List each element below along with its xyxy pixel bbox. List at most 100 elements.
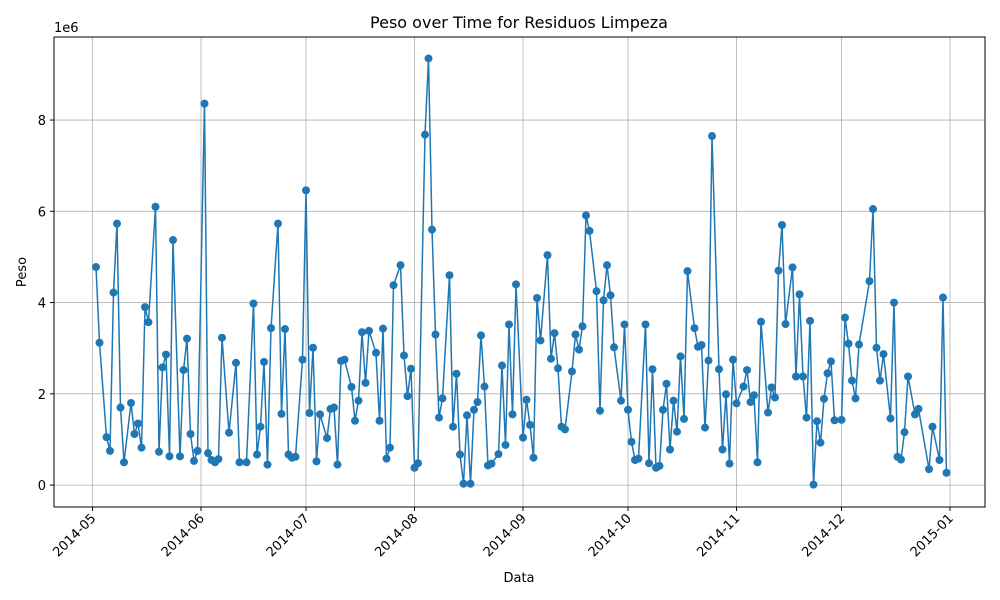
- data-point: [130, 429, 139, 438]
- data-point: [550, 329, 559, 338]
- data-point: [680, 414, 688, 423]
- data-point: [592, 287, 601, 296]
- data-point: [309, 343, 317, 352]
- data-point: [449, 422, 457, 431]
- data-point: [186, 429, 195, 438]
- data-point: [193, 446, 202, 455]
- data-point: [382, 454, 391, 463]
- data-point: [743, 366, 751, 375]
- data-point: [729, 355, 737, 364]
- data-point: [753, 458, 762, 467]
- data-point: [820, 394, 828, 403]
- data-point: [519, 433, 527, 442]
- data-point: [802, 413, 811, 422]
- data-point: [897, 455, 905, 464]
- data-point: [746, 398, 755, 407]
- data-point: [421, 130, 429, 139]
- data-point: [137, 443, 146, 452]
- data-point: [113, 219, 121, 228]
- data-point: [536, 336, 545, 345]
- data-point: [855, 340, 863, 349]
- data-point: [547, 354, 555, 363]
- data-point: [673, 427, 681, 436]
- data-point: [144, 318, 153, 327]
- data-point: [648, 365, 657, 374]
- data-point: [466, 479, 475, 488]
- data-point: [925, 465, 933, 474]
- data-point: [232, 358, 240, 367]
- data-point: [127, 398, 135, 407]
- data-point: [120, 458, 128, 467]
- data-point: [330, 403, 338, 412]
- data-point: [176, 452, 184, 461]
- data-point: [942, 468, 951, 477]
- data-point: [585, 226, 594, 235]
- data-point: [599, 296, 608, 305]
- data-point: [477, 331, 485, 340]
- data-point: [298, 355, 307, 364]
- y-offset-label: 1e6: [54, 21, 79, 36]
- data-point: [655, 461, 664, 470]
- plot-frame: [53, 36, 986, 508]
- data-point: [645, 459, 653, 468]
- data-point: [561, 425, 569, 434]
- data-point: [624, 405, 632, 414]
- data-point: [522, 395, 531, 404]
- data-point: [939, 293, 947, 302]
- data-point: [851, 394, 860, 403]
- data-point: [844, 339, 853, 348]
- data-point: [281, 325, 289, 334]
- data-point: [424, 54, 433, 63]
- data-point: [389, 281, 398, 290]
- data-point: [291, 452, 300, 461]
- data-point: [109, 288, 118, 297]
- data-point: [274, 219, 282, 228]
- data-point: [869, 205, 877, 214]
- data-point: [494, 450, 503, 459]
- x-tick-label: 2015-01: [908, 511, 957, 560]
- data-point: [554, 364, 562, 373]
- data-point: [886, 414, 895, 423]
- x-tick-label: 2014-12: [799, 511, 848, 560]
- data-point: [498, 361, 506, 370]
- data-point: [792, 372, 800, 381]
- data-point: [214, 455, 223, 464]
- data-point: [690, 324, 699, 333]
- data-point: [249, 299, 258, 308]
- data-point: [904, 372, 912, 381]
- data-point: [487, 459, 496, 468]
- data-point: [242, 458, 251, 467]
- data-point: [190, 456, 198, 465]
- data-point: [218, 333, 226, 342]
- data-point: [722, 390, 730, 399]
- data-point: [767, 383, 776, 392]
- data-point: [204, 449, 212, 458]
- data-point: [158, 363, 167, 372]
- data-point: [823, 369, 832, 378]
- data-point: [739, 382, 748, 391]
- data-point: [365, 326, 373, 335]
- data-point: [305, 409, 314, 417]
- data-point: [95, 338, 104, 347]
- data-point: [183, 334, 191, 343]
- y-tick-label: 4: [38, 297, 46, 312]
- data-point: [452, 369, 461, 378]
- data-point: [256, 422, 265, 431]
- data-point: [169, 236, 177, 245]
- data-point: [263, 460, 272, 469]
- data-point: [431, 330, 440, 339]
- data-point: [92, 262, 100, 271]
- data-point: [438, 394, 447, 403]
- data-point: [375, 416, 384, 425]
- data-point: [225, 428, 233, 437]
- data-point: [435, 413, 443, 422]
- data-point: [606, 291, 615, 300]
- data-point: [900, 428, 909, 437]
- data-point: [582, 211, 590, 220]
- x-axis-label: Data: [503, 571, 534, 586]
- data-point: [316, 410, 324, 419]
- data-point: [354, 396, 363, 405]
- data-point: [508, 410, 517, 419]
- data-point: [813, 417, 821, 426]
- data-point: [617, 396, 625, 405]
